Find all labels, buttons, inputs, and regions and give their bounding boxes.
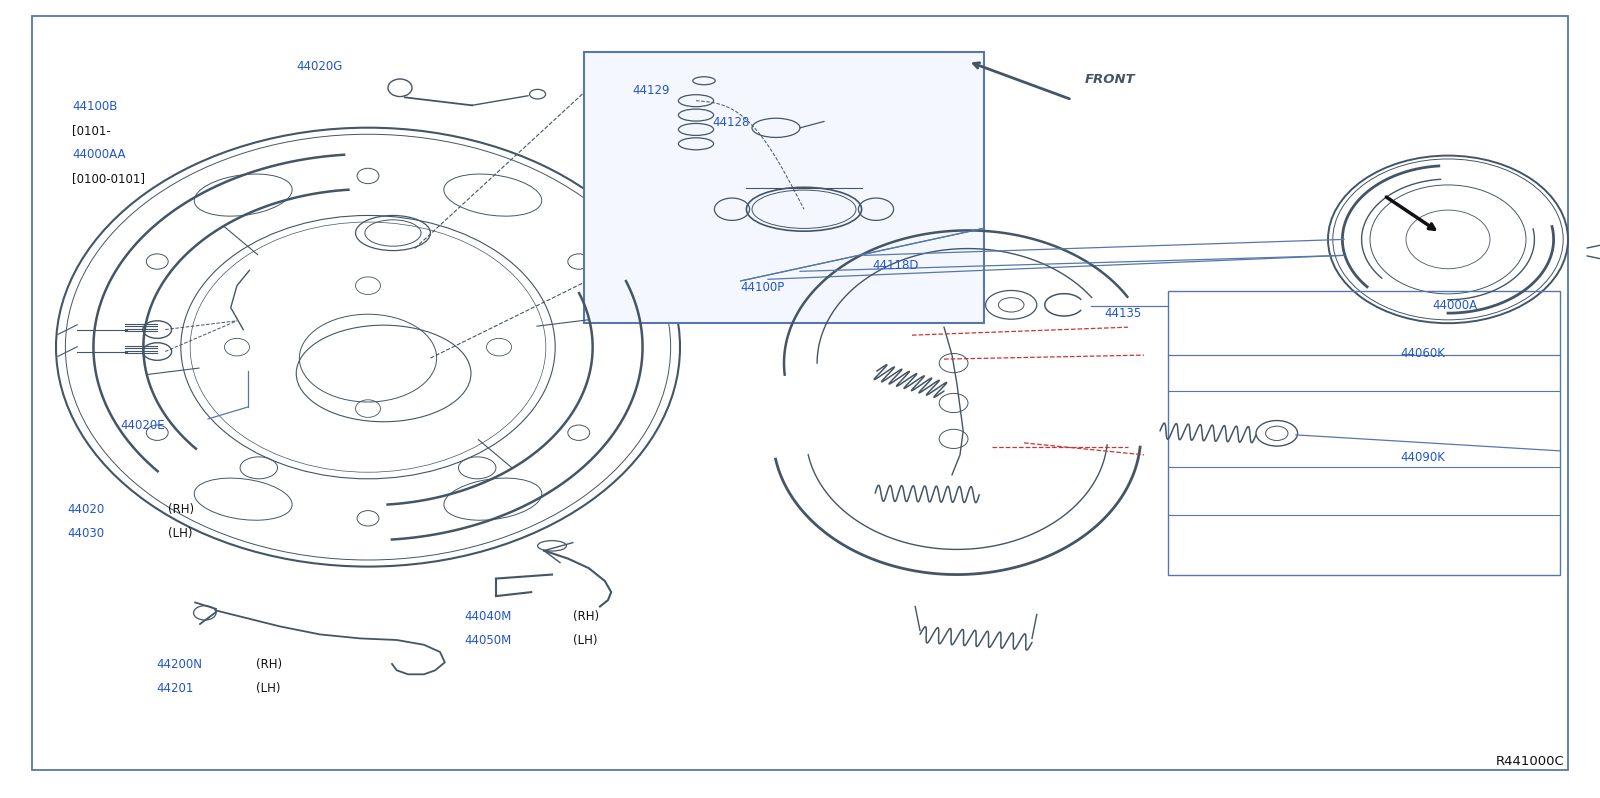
Text: (LH): (LH)	[168, 527, 192, 539]
Text: 44100P: 44100P	[741, 281, 786, 294]
Text: FRONT: FRONT	[1085, 73, 1136, 86]
Text: 44020G: 44020G	[296, 60, 342, 73]
Text: 44090K: 44090K	[1400, 451, 1445, 464]
Text: (LH): (LH)	[573, 634, 597, 647]
Text: 44129: 44129	[632, 84, 669, 97]
Text: (RH): (RH)	[573, 610, 598, 623]
Text: 44060K: 44060K	[1400, 347, 1445, 360]
Text: 44135: 44135	[1104, 307, 1141, 320]
Text: 44000AA: 44000AA	[72, 148, 125, 160]
Text: 44050M: 44050M	[464, 634, 512, 647]
Text: R441000C: R441000C	[1496, 755, 1565, 768]
Text: (RH): (RH)	[256, 658, 282, 671]
Text: 44118D: 44118D	[872, 259, 918, 272]
Text: 44040M: 44040M	[464, 610, 512, 623]
Text: 44200N: 44200N	[157, 658, 203, 671]
Text: 44201: 44201	[157, 682, 194, 695]
Text: 44100B: 44100B	[72, 100, 117, 113]
Text: (RH): (RH)	[168, 503, 194, 516]
Bar	[584, 52, 984, 323]
Text: 44020: 44020	[67, 503, 104, 516]
Text: 44000A: 44000A	[1432, 299, 1477, 312]
Text: 44030: 44030	[67, 527, 104, 539]
Text: [0100-0101]: [0100-0101]	[72, 172, 146, 184]
Bar	[1168, 291, 1560, 575]
Text: 44128: 44128	[712, 116, 749, 128]
Text: [0101-: [0101-	[72, 124, 110, 136]
Text: (LH): (LH)	[256, 682, 280, 695]
Text: 44020E: 44020E	[120, 419, 165, 432]
